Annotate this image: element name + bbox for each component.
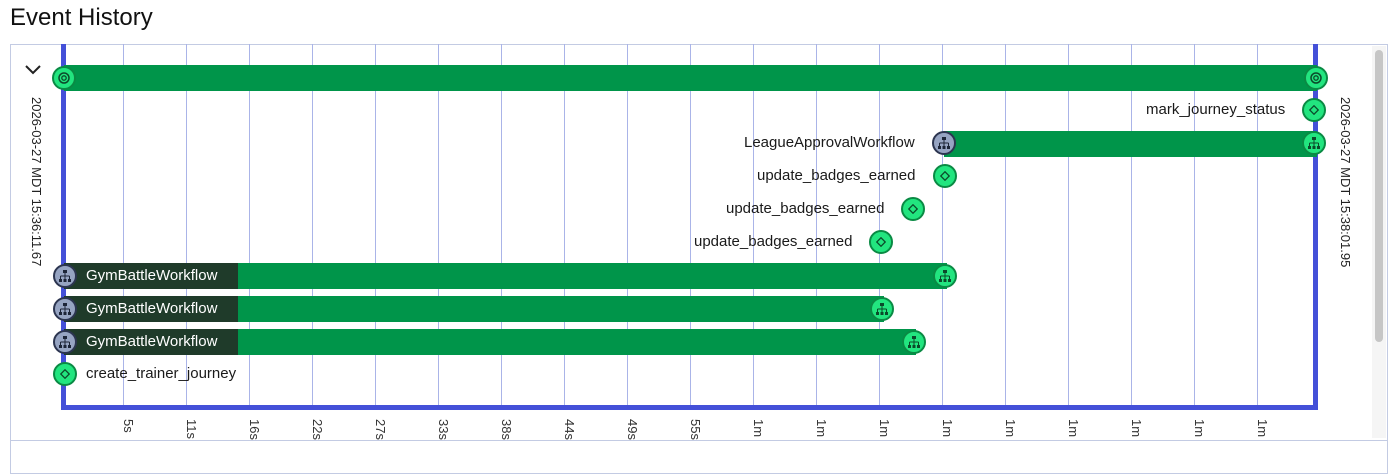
tick-label: 1m	[877, 419, 892, 438]
activity-icon[interactable]	[869, 230, 893, 254]
child-workflow-icon[interactable]	[902, 330, 926, 354]
event-label: GymBattleWorkflow	[86, 333, 218, 350]
child-workflow-label-bg	[64, 329, 238, 355]
tick-label: 1m	[1192, 419, 1207, 438]
activity-icon[interactable]	[901, 197, 925, 221]
grid-line	[1131, 44, 1132, 405]
event-label: update_badges_earned	[757, 167, 916, 184]
grid-line	[564, 44, 565, 405]
grid-line	[690, 44, 691, 405]
collapse-toggle[interactable]	[22, 58, 44, 80]
tick-label: 38s	[499, 419, 514, 440]
page-title: Event History	[10, 4, 153, 31]
child-workflow-icon[interactable]	[1302, 131, 1326, 155]
grid-line	[1194, 44, 1195, 405]
tick-label: 44s	[562, 419, 577, 440]
grid-line	[249, 44, 250, 405]
grid-line	[186, 44, 187, 405]
grid-line	[438, 44, 439, 405]
event-label: GymBattleWorkflow	[86, 300, 218, 317]
child-workflow-icon[interactable]	[932, 131, 956, 155]
grid-line	[123, 44, 124, 405]
child-workflow-label-bg	[64, 263, 238, 289]
activity-icon[interactable]	[1302, 98, 1326, 122]
grid-line	[1005, 44, 1006, 405]
tick-label: 1m	[940, 419, 955, 438]
tick-label: 27s	[373, 419, 388, 440]
tick-label: 22s	[310, 419, 325, 440]
event-label: GymBattleWorkflow	[86, 267, 218, 284]
grid-line	[375, 44, 376, 405]
grid-line	[753, 44, 754, 405]
child-workflow-icon[interactable]	[53, 297, 77, 321]
tick-label: 5s	[121, 419, 136, 433]
workflow-run-icon[interactable]	[52, 66, 76, 90]
event-label: update_badges_earned	[726, 200, 885, 217]
grid-line	[1068, 44, 1069, 405]
tick-label: 11s	[184, 419, 199, 439]
scrollbar-thumb[interactable]	[1375, 50, 1383, 342]
grid-line	[501, 44, 502, 405]
grid-line	[816, 44, 817, 405]
tick-label: 49s	[625, 419, 640, 440]
workflow-run-icon[interactable]	[1304, 66, 1328, 90]
grid-line	[627, 44, 628, 405]
chevron-down-icon	[25, 65, 41, 75]
panel-divider	[10, 440, 1388, 441]
child-workflow-bar[interactable]	[944, 131, 1317, 157]
workflow-run-bar[interactable]	[64, 65, 1317, 91]
tick-label: 16s	[247, 419, 262, 440]
tick-label: 1m	[751, 419, 766, 438]
grid-line	[942, 44, 943, 405]
tick-label: 1m	[1255, 419, 1270, 438]
tick-label: 1m	[1129, 419, 1144, 438]
timeline-start-bound	[61, 44, 66, 410]
timeline-axis	[61, 405, 1318, 410]
grid-line	[312, 44, 313, 405]
tick-label: 55s	[688, 419, 703, 440]
event-label: update_badges_earned	[694, 233, 853, 250]
tick-label: 1m	[814, 419, 829, 438]
timeline-end-bound	[1313, 44, 1318, 410]
timeline-end-label: 2026-03-27 MDT 15:38:01.95	[1338, 97, 1353, 268]
child-workflow-icon[interactable]	[933, 264, 957, 288]
tick-label: 33s	[436, 419, 451, 440]
event-label: create_trainer_journey	[86, 365, 237, 382]
grid-line	[879, 44, 880, 405]
tick-label: 1m	[1066, 419, 1081, 438]
grid-line	[1257, 44, 1258, 405]
event-label: mark_journey_status	[1146, 101, 1286, 118]
timeline-panel	[10, 44, 1388, 474]
child-workflow-icon[interactable]	[53, 330, 77, 354]
child-workflow-icon[interactable]	[53, 264, 77, 288]
timeline-start-label: 2026-03-27 MDT 15:36:11.67	[29, 97, 44, 267]
event-label: LeagueApprovalWorkflow	[744, 134, 915, 151]
tick-label: 1m	[1003, 419, 1018, 438]
activity-icon[interactable]	[53, 362, 77, 386]
child-workflow-label-bg	[64, 296, 238, 322]
child-workflow-icon[interactable]	[870, 297, 894, 321]
activity-icon[interactable]	[933, 164, 957, 188]
